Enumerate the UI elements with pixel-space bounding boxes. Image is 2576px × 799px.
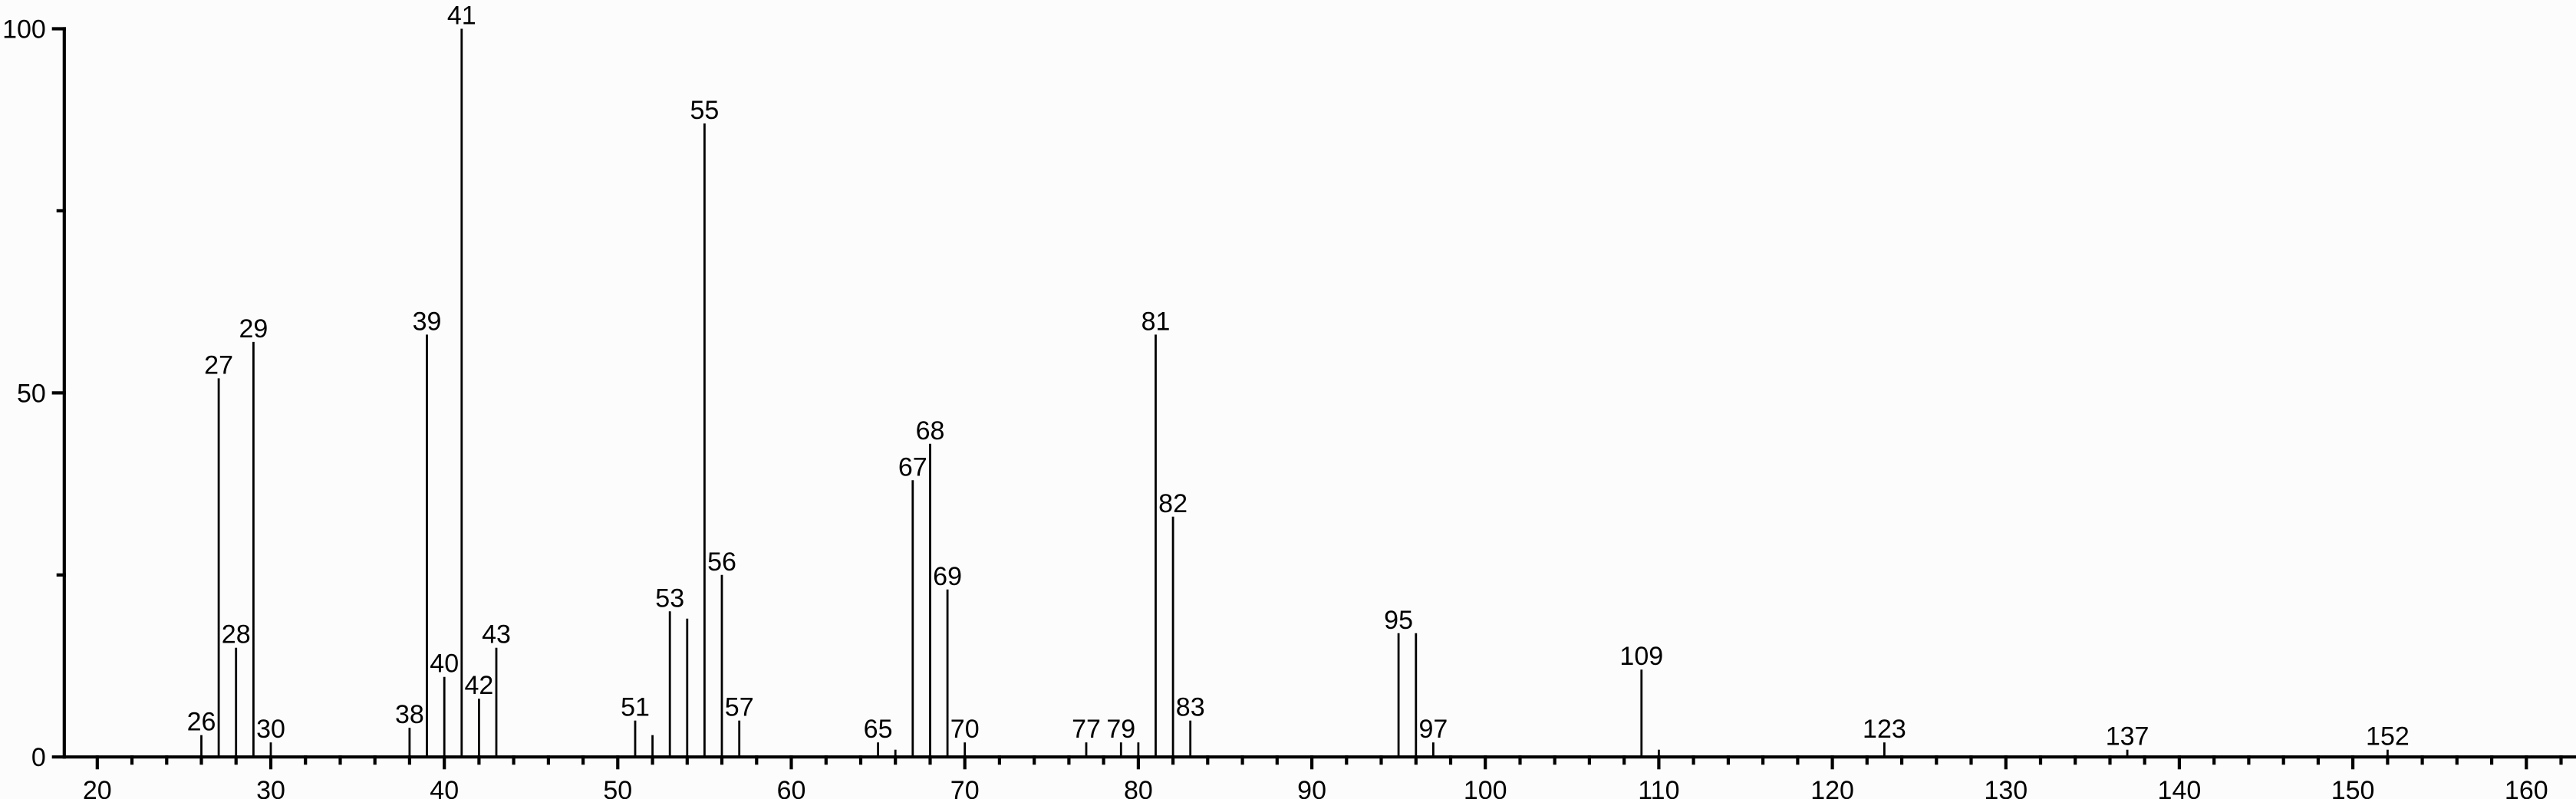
svg-text:140: 140 — [2158, 776, 2202, 799]
svg-text:109: 109 — [1619, 642, 1663, 671]
svg-text:20: 20 — [83, 776, 112, 799]
svg-text:42: 42 — [464, 671, 493, 700]
svg-text:83: 83 — [1176, 693, 1205, 722]
svg-text:53: 53 — [655, 584, 684, 613]
svg-text:68: 68 — [916, 416, 945, 446]
svg-text:123: 123 — [1863, 715, 1906, 744]
svg-text:79: 79 — [1106, 715, 1135, 744]
svg-text:80: 80 — [1124, 776, 1153, 799]
svg-text:70: 70 — [950, 776, 980, 799]
svg-text:152: 152 — [2366, 722, 2410, 751]
svg-text:28: 28 — [222, 620, 251, 649]
svg-text:30: 30 — [256, 776, 285, 799]
svg-text:95: 95 — [1384, 606, 1413, 635]
svg-text:160: 160 — [2505, 776, 2548, 799]
svg-text:137: 137 — [2106, 722, 2149, 751]
svg-text:30: 30 — [256, 715, 285, 744]
svg-text:70: 70 — [950, 715, 980, 744]
svg-text:69: 69 — [933, 562, 962, 591]
svg-text:55: 55 — [690, 96, 719, 125]
svg-text:41: 41 — [447, 2, 476, 31]
svg-text:26: 26 — [187, 708, 216, 737]
svg-text:81: 81 — [1141, 307, 1171, 336]
svg-text:90: 90 — [1297, 776, 1326, 799]
svg-text:38: 38 — [395, 700, 424, 729]
svg-text:27: 27 — [204, 350, 233, 380]
svg-text:40: 40 — [430, 649, 459, 679]
svg-text:40: 40 — [430, 776, 459, 799]
svg-text:60: 60 — [777, 776, 806, 799]
svg-text:65: 65 — [864, 715, 893, 744]
svg-text:100: 100 — [2, 15, 46, 44]
svg-text:43: 43 — [482, 620, 511, 649]
svg-text:130: 130 — [1984, 776, 2028, 799]
svg-text:67: 67 — [898, 452, 927, 482]
svg-text:57: 57 — [725, 693, 754, 722]
svg-text:50: 50 — [603, 776, 632, 799]
svg-text:0: 0 — [31, 743, 46, 772]
svg-text:110: 110 — [1638, 776, 1679, 799]
svg-text:29: 29 — [239, 314, 268, 344]
svg-text:56: 56 — [707, 547, 736, 577]
svg-text:51: 51 — [621, 693, 650, 722]
svg-text:100: 100 — [1464, 776, 1507, 799]
svg-text:97: 97 — [1418, 715, 1448, 744]
svg-text:150: 150 — [2331, 776, 2375, 799]
svg-text:50: 50 — [17, 379, 46, 408]
svg-text:120: 120 — [1810, 776, 1854, 799]
svg-text:82: 82 — [1158, 489, 1188, 518]
svg-text:39: 39 — [413, 307, 442, 336]
svg-text:77: 77 — [1072, 715, 1101, 744]
